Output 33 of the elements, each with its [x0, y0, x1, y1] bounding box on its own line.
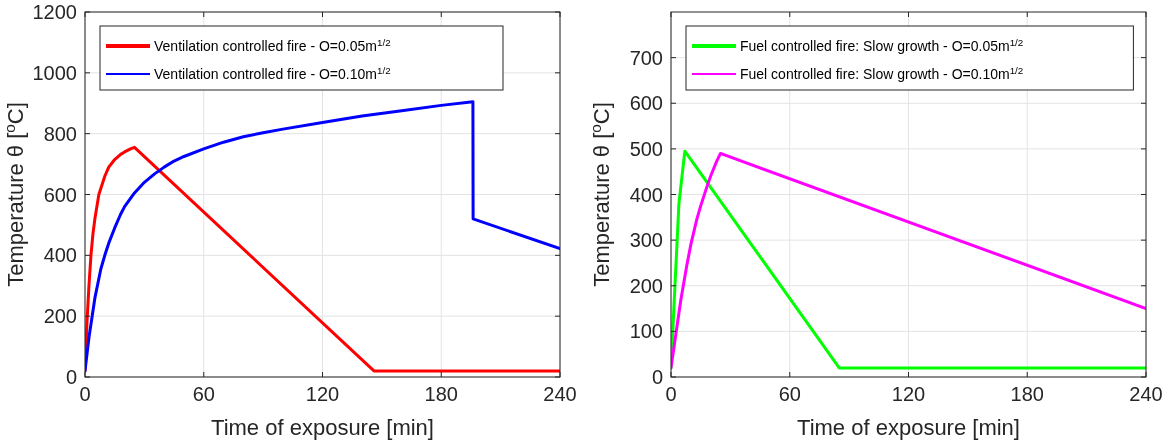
y-tick-label: 600: [629, 92, 663, 115]
x-tick-label: 0: [665, 383, 677, 405]
y-tick-label: 400: [43, 244, 77, 267]
x-tick-label: 180: [1010, 383, 1044, 405]
legend-label: Ventilation controlled fire - O=0.05m$^{1/2}$: [154, 36, 391, 54]
y-tick-label: 600: [43, 183, 77, 206]
y-tick-label: 200: [629, 274, 663, 297]
y-tick-label: 200: [43, 305, 77, 328]
x-tick-label: 60: [778, 383, 801, 405]
line-series: [85, 145, 560, 373]
legend-label: Fuel controlled fire: Slow growth - O=0.05m$^{1/2}$: [740, 36, 1024, 54]
x-tick-label: 120: [305, 383, 340, 405]
x-axis-title: Time of exposure [min]: [797, 415, 1020, 440]
y-tick-label: 0: [651, 366, 663, 388]
legend-label: Fuel controlled fire: Slow growth - O=0.10m$^{1/2}$: [740, 64, 1024, 82]
x-tick-label: 60: [192, 383, 215, 405]
x-tick-label: 240: [1129, 383, 1163, 405]
y-tick-label: 800: [43, 122, 77, 145]
line-series: [85, 100, 560, 373]
x-tick-label: 120: [891, 383, 926, 405]
y-tick-label: 400: [629, 183, 663, 206]
y-tick-label: 500: [629, 137, 663, 160]
x-axis-title: Time of exposure [min]: [211, 415, 434, 440]
x-tick-label: 180: [424, 383, 458, 405]
y-tick-label: 1200: [32, 1, 77, 23]
y-tick-label: 300: [629, 229, 663, 252]
y-tick-label: 0: [65, 366, 77, 388]
x-tick-label: 240: [543, 383, 577, 405]
y-tick-label: 700: [629, 46, 663, 69]
y-tick-label: 100: [629, 320, 663, 343]
legend-label: Ventilation controlled fire - O=0.10m$^{1/2}$: [154, 64, 391, 82]
x-tick-label: 0: [79, 383, 91, 405]
y-tick-label: 1000: [32, 61, 77, 84]
